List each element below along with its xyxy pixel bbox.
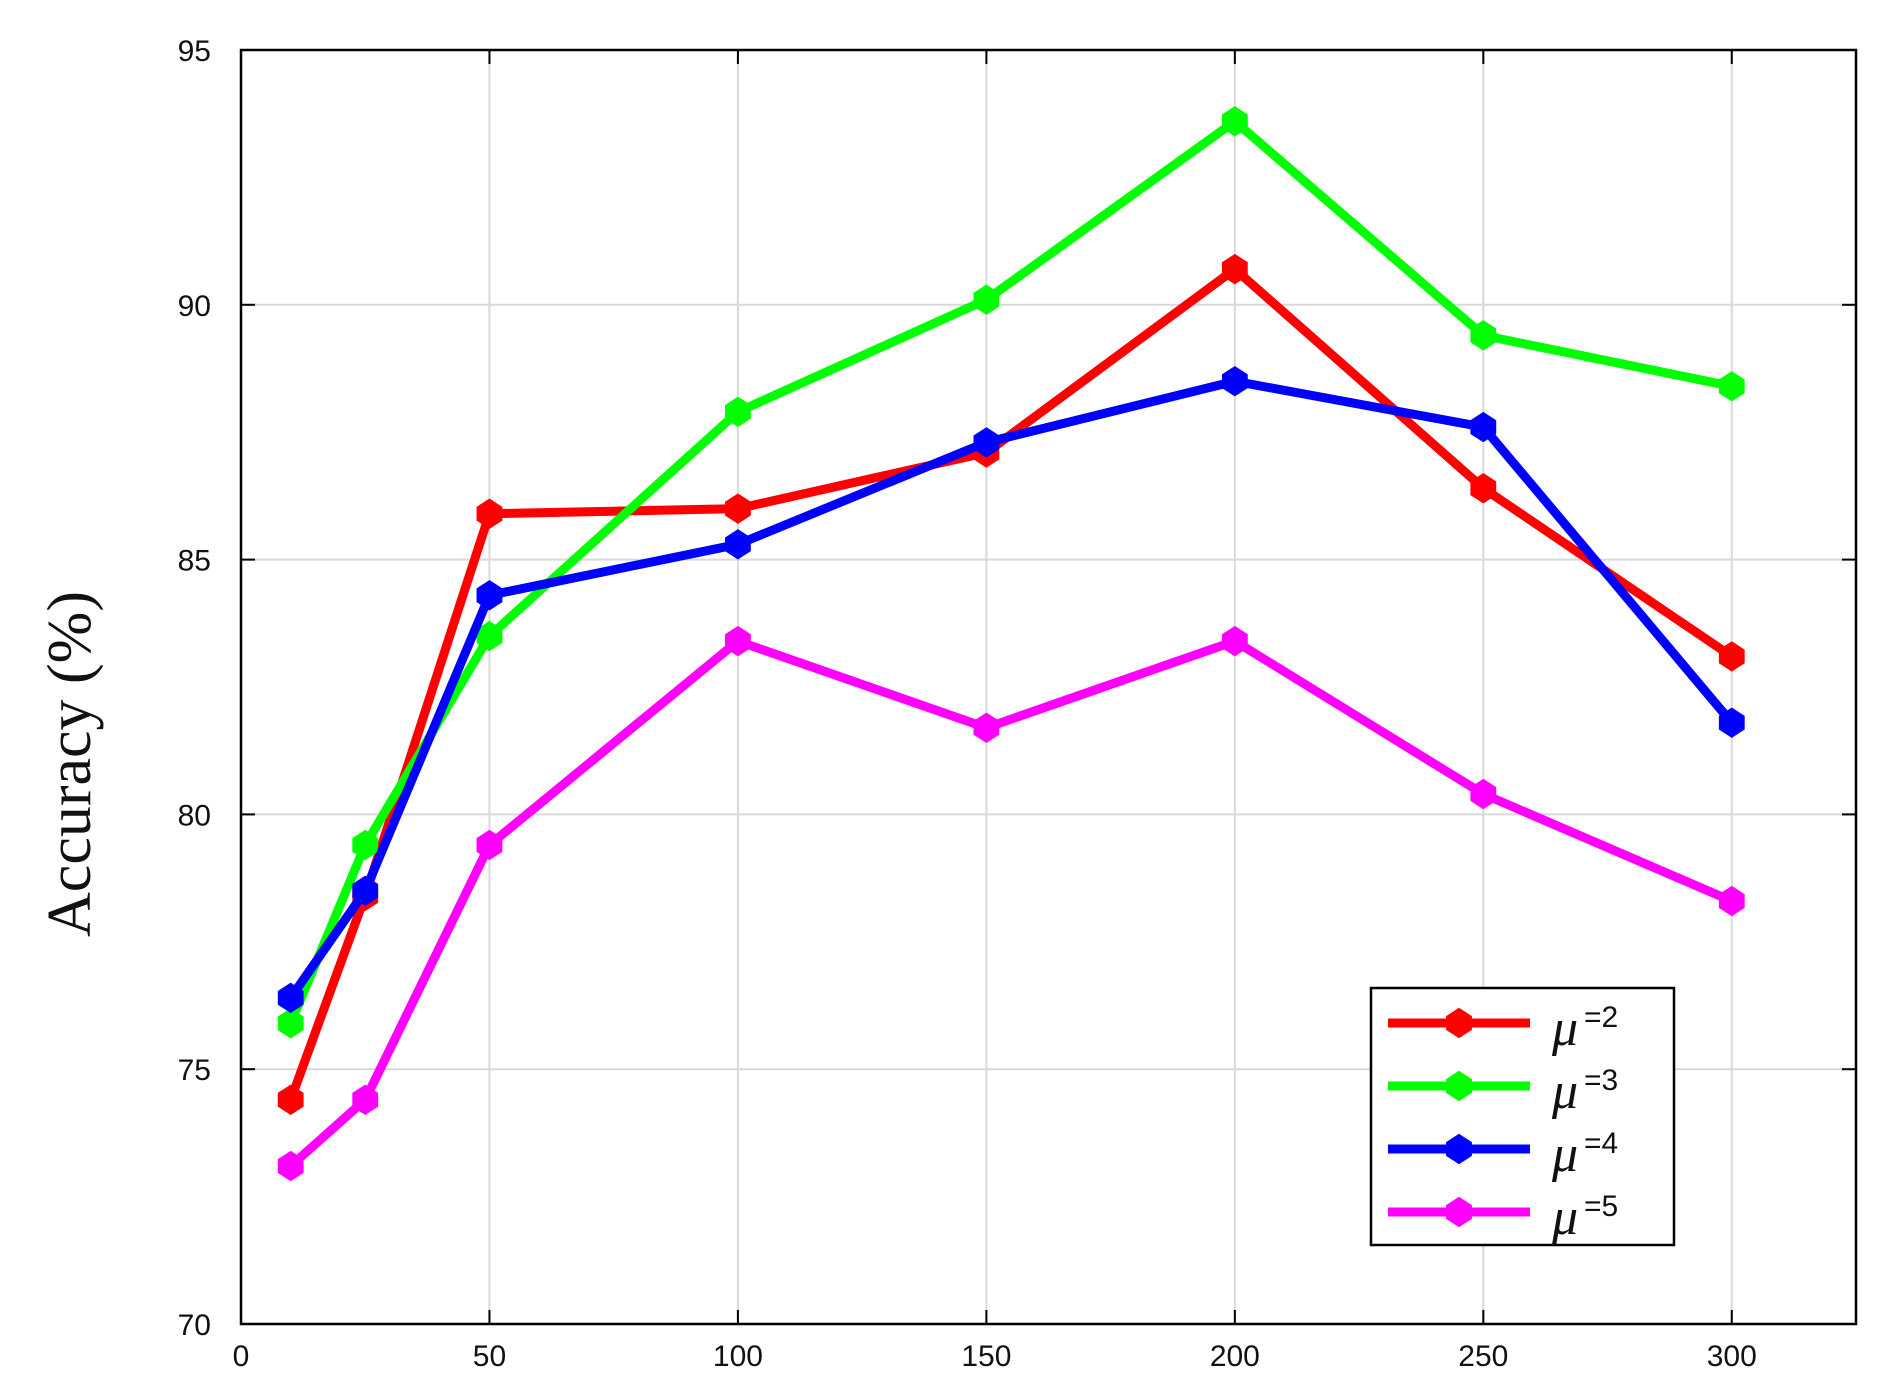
legend-item: μ =2 [1388, 1000, 1618, 1057]
data-point [973, 712, 1000, 743]
series-lines [277, 106, 1745, 1182]
data-point [1718, 885, 1745, 917]
legend-item: μ =3 [1388, 1063, 1618, 1120]
y-tick-label: 90 [178, 290, 211, 323]
data-point [1470, 320, 1497, 351]
legend-label: μ [1551, 1063, 1578, 1120]
y-axis-label: Accuracy (%) [36, 591, 104, 937]
legend-swatch-marker [1446, 1070, 1472, 1102]
data-point [277, 1008, 304, 1039]
series-4 [277, 366, 1745, 1014]
data-point [1470, 778, 1497, 810]
y-tick-label: 75 [178, 1054, 211, 1087]
series-3 [277, 106, 1745, 1039]
x-tick-label: 200 [1210, 1340, 1260, 1373]
data-point [725, 529, 751, 560]
legend-label-sup: =2 [1584, 1001, 1618, 1034]
series-2 [277, 253, 1745, 1115]
data-point [352, 1084, 379, 1115]
series-line [287, 636, 1734, 1170]
data-point [476, 498, 503, 529]
y-tick-label: 70 [178, 1309, 211, 1342]
data-point [277, 1084, 304, 1115]
legend: μ =2μ =3μ =4μ =5 [1369, 986, 1676, 1247]
data-point [352, 829, 379, 861]
plot-frame [239, 48, 1858, 1326]
legend-label-sup: =4 [1584, 1127, 1618, 1160]
x-tick-label: 0 [233, 1340, 250, 1373]
data-point [1221, 253, 1248, 285]
legend-item: μ =5 [1388, 1189, 1618, 1246]
data-point [1221, 366, 1248, 397]
data-point [476, 580, 503, 611]
y-tick-label: 80 [178, 799, 211, 832]
x-tick-label: 50 [473, 1340, 506, 1373]
data-point [725, 625, 751, 657]
legend-item: μ =4 [1388, 1126, 1618, 1183]
data-point [476, 829, 503, 861]
legend-swatch-marker [1446, 1196, 1472, 1228]
data-point [277, 1150, 304, 1182]
data-point [1221, 625, 1248, 657]
data-point [725, 493, 751, 524]
data-point [725, 396, 751, 428]
data-point [1470, 411, 1497, 443]
x-tick-label: 150 [961, 1340, 1011, 1373]
data-point [1718, 641, 1745, 672]
data-point [973, 427, 1000, 458]
data-point [1470, 473, 1497, 504]
legend-label: μ [1551, 1000, 1578, 1057]
axis-ticks: 0 50 100 150 200 250 300 70 75 80 85 90 95 [178, 35, 1856, 1373]
legend-label-sup: =5 [1584, 1190, 1618, 1223]
series-5 [277, 625, 1745, 1182]
data-point [1221, 106, 1248, 137]
series-line [286, 116, 1733, 1026]
legend-label: μ [1551, 1126, 1578, 1183]
data-point [352, 875, 379, 907]
x-tick-label: 250 [1458, 1340, 1508, 1373]
x-tick-label: 100 [713, 1340, 763, 1373]
legend-box [1369, 986, 1676, 1247]
legend-label-sup: =3 [1584, 1064, 1618, 1097]
legend-label: μ [1551, 1189, 1578, 1246]
legend-swatch-marker [1446, 1007, 1472, 1039]
legend-swatch-marker [1446, 1133, 1472, 1165]
series-line [286, 264, 1735, 1102]
data-point [1718, 707, 1745, 738]
data-point [1718, 371, 1745, 402]
y-tick-label: 85 [178, 545, 211, 578]
y-tick-label: 95 [178, 35, 211, 68]
data-point [973, 284, 1000, 315]
series-line [286, 376, 1736, 1001]
data-point [277, 982, 304, 1014]
x-tick-label: 300 [1707, 1340, 1757, 1373]
